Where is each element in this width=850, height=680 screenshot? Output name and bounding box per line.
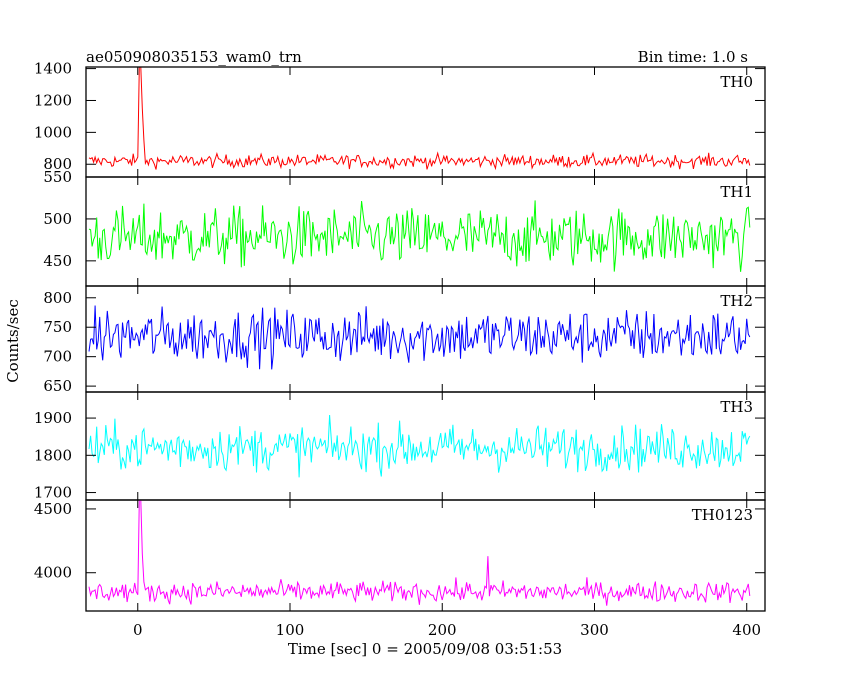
x-tick-label-300: 300	[580, 621, 609, 639]
series-line-th1	[88, 200, 751, 272]
x-tick-label-200: 200	[428, 621, 457, 639]
panel-label-th0: TH0	[720, 73, 753, 91]
y-tick-label-th2-700: 700	[43, 348, 72, 366]
x-axis-label: Time [sec] 0 = 2005/09/08 03:51:53	[288, 640, 562, 658]
y-tick-label-th3-1800: 1800	[34, 446, 72, 464]
panel-label-th1: TH1	[720, 183, 753, 201]
panel-label-th2: TH2	[720, 292, 753, 310]
y-tick-label-th0-1400: 1400	[34, 60, 72, 78]
y-tick-label-th3-1700: 1700	[34, 484, 72, 502]
panels-group: 800100012001400TH0450500550TH16507007508…	[34, 60, 766, 639]
y-tick-label-th1-500: 500	[43, 210, 72, 228]
panel-frame-th0123	[85, 499, 766, 612]
panel-frame-th3	[85, 391, 766, 501]
panel-label-th3: TH3	[720, 398, 753, 416]
y-tick-label-th1-550: 550	[43, 168, 72, 186]
x-tick-label-100: 100	[276, 621, 305, 639]
x-tick-label-400: 400	[732, 621, 761, 639]
y-tick-label-th0123-4500: 4500	[34, 500, 72, 518]
y-tick-label-th3-1900: 1900	[34, 409, 72, 427]
y-tick-label-th0-800: 800	[43, 155, 72, 173]
series-line-th0	[88, 67, 751, 171]
y-tick-label-th0-1200: 1200	[34, 91, 72, 109]
y-tick-label-th1-450: 450	[43, 252, 72, 270]
x-tick-label-0: 0	[133, 621, 143, 639]
panel-label-th0123: TH0123	[692, 506, 753, 524]
series-line-th0123	[88, 500, 751, 606]
y-tick-label-th2-800: 800	[43, 289, 72, 307]
y-tick-label-th2-650: 650	[43, 377, 72, 395]
series-line-th3	[88, 414, 751, 478]
y-tick-label-th2-750: 750	[43, 318, 72, 336]
y-tick-label-th0-1000: 1000	[34, 123, 72, 141]
chart-title-left: ae050908035153_wam0_trn	[86, 48, 302, 66]
series-line-th2	[88, 305, 751, 370]
chart-title-right: Bin time: 1.0 s	[638, 48, 748, 66]
y-tick-label-th0123-4000: 4000	[34, 564, 72, 582]
y-axis-label: Counts/sec	[4, 299, 22, 383]
